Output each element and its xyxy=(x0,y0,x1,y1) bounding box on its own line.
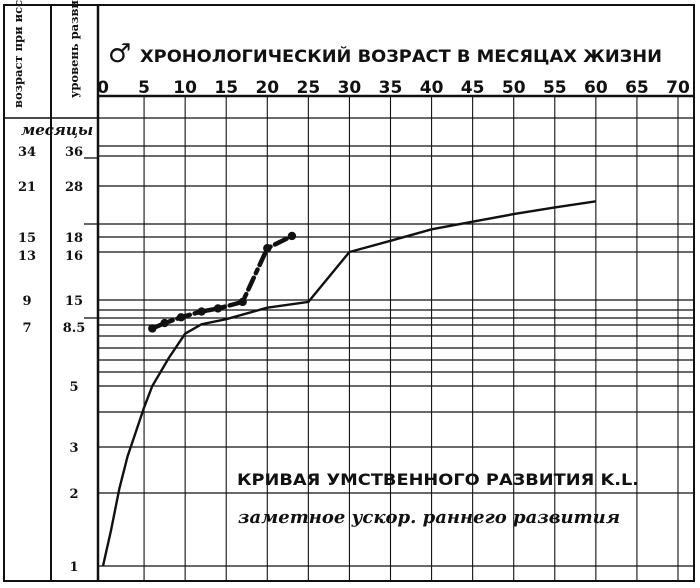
level-label: 18 xyxy=(65,231,83,246)
normal-development-curve xyxy=(101,200,597,567)
x-tick-label: 60 xyxy=(584,78,608,98)
level-label: 16 xyxy=(65,249,83,264)
legend-subtitle: заметное ускор. раннего развития xyxy=(238,507,620,528)
x-tick-label: 70 xyxy=(666,78,690,98)
grid xyxy=(84,96,694,581)
x-tick-label: 25 xyxy=(297,78,321,98)
x-tick-label: 40 xyxy=(420,78,444,98)
level-label: 28 xyxy=(65,180,83,195)
outer-border xyxy=(3,4,695,582)
level-label: 1 xyxy=(69,560,78,575)
kl-data-point xyxy=(213,304,223,313)
x-tick-label: 35 xyxy=(379,78,403,98)
age-label: 34 xyxy=(18,145,36,160)
x-tick-label: 0 xyxy=(97,78,109,98)
chart-frame xyxy=(3,4,695,582)
age-label: 7 xyxy=(22,321,31,336)
col1-header: возраст при исследовании xyxy=(11,0,25,108)
level-label: 8.5 xyxy=(63,321,86,336)
age-label: 15 xyxy=(18,231,36,246)
x-tick-label: 10 xyxy=(173,78,197,98)
x-tick-label: 45 xyxy=(461,78,485,98)
level-label: 3 xyxy=(69,441,78,456)
x-tick-label: 55 xyxy=(543,78,567,98)
age-label: 21 xyxy=(18,180,36,195)
level-label: 5 xyxy=(69,380,78,395)
data-points xyxy=(148,231,297,333)
x-tick-label: 5 xyxy=(138,78,150,98)
kl-data-point xyxy=(287,231,297,241)
x-tick-labels: 0 5 10 15 20 25 30 35 40 45 50 55 60 65 70 xyxy=(97,78,690,98)
legend-title: КРИВАЯ УМСТВЕННОГО РАЗВИТИЯ K.L. xyxy=(237,470,639,489)
age-label: 13 xyxy=(18,249,36,264)
kl-data-point xyxy=(238,297,247,307)
kl-data-point xyxy=(197,307,206,316)
level-label: 36 xyxy=(65,145,83,160)
kl-data-point xyxy=(148,324,157,333)
sex-symbol: ♂ xyxy=(108,39,131,69)
age-label: 9 xyxy=(22,294,31,309)
chart-title: ХРОНОЛОГИЧЕСКИЙ ВОЗРАСТ В МЕСЯЦАХ ЖИЗНИ xyxy=(140,47,662,66)
level-label: 2 xyxy=(69,487,78,502)
kl-data-point xyxy=(263,244,272,253)
level-label: 15 xyxy=(65,294,83,309)
x-tick-label: 65 xyxy=(625,78,649,98)
x-tick-label: 50 xyxy=(502,78,526,98)
kl-data-point xyxy=(176,313,186,322)
x-tick-label: 30 xyxy=(338,78,362,98)
x-tick-label: 20 xyxy=(255,78,279,98)
col1-unit: месяцы xyxy=(21,121,93,139)
kl-data-point xyxy=(160,318,169,328)
x-tick-label: 15 xyxy=(214,78,238,98)
col2-header: уровень развития xyxy=(67,0,81,98)
